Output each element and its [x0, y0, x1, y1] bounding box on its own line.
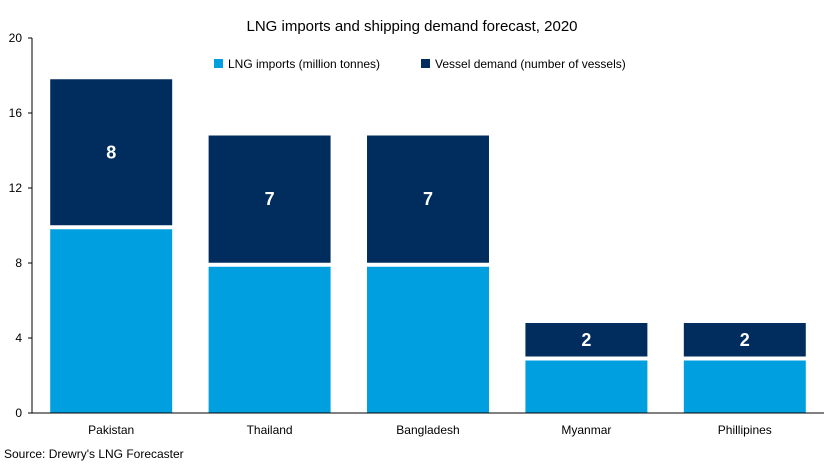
bar-vessel-demand	[50, 79, 173, 226]
x-tick-label: Bangladesh	[396, 423, 459, 437]
y-axis: 0 4 8 12 16 20	[9, 31, 33, 420]
data-label-vessel-demand: 2	[740, 330, 750, 350]
legend: LNG imports (million tonnes) Vessel dema…	[214, 57, 626, 71]
data-label-vessel-demand: 2	[581, 330, 591, 350]
x-tick-label: Pakistan	[88, 423, 134, 437]
bar-lng-imports	[50, 229, 173, 413]
source-note: Source: Drewry's LNG Forecaster	[4, 447, 184, 461]
bar-vessel-demand	[525, 323, 648, 357]
x-tick-label: Myanmar	[561, 423, 611, 437]
bar-vessel-demand	[367, 135, 489, 263]
bar-lng-imports	[367, 266, 489, 413]
y-axis-ticks: 0 4 8 12 16 20	[9, 31, 32, 420]
data-label-vessel-demand: 7	[265, 189, 275, 209]
bar-lng-imports	[683, 360, 806, 413]
bar-lng-imports	[525, 360, 648, 413]
legend-swatch-lng-imports	[214, 59, 223, 68]
plot-area: 8 7 7 2 2	[50, 79, 806, 413]
x-axis-labels: Pakistan Thailand Bangladesh Myanmar Phillip…	[88, 423, 772, 437]
legend-label-vessel-demand: Vessel demand (number of vessels)	[435, 57, 626, 71]
data-label-vessel-demand: 8	[106, 142, 116, 162]
x-tick-label: Phillipines	[718, 423, 772, 437]
y-tick-label: 0	[15, 406, 22, 420]
legend-swatch-vessel-demand	[421, 59, 430, 68]
y-tick-label: 16	[9, 106, 23, 120]
y-tick-label: 4	[15, 331, 22, 345]
legend-label-lng-imports: LNG imports (million tonnes)	[228, 57, 380, 71]
y-tick-label: 8	[15, 256, 22, 270]
y-tick-label: 20	[9, 31, 23, 45]
bar-vessel-demand	[683, 323, 806, 357]
bar-lng-imports	[208, 266, 331, 413]
data-label-vessel-demand: 7	[423, 189, 433, 209]
bar-vessel-demand	[208, 135, 331, 263]
x-tick-label: Thailand	[247, 423, 293, 437]
chart-title: LNG imports and shipping demand forecast…	[246, 18, 577, 35]
y-tick-label: 12	[9, 181, 23, 195]
